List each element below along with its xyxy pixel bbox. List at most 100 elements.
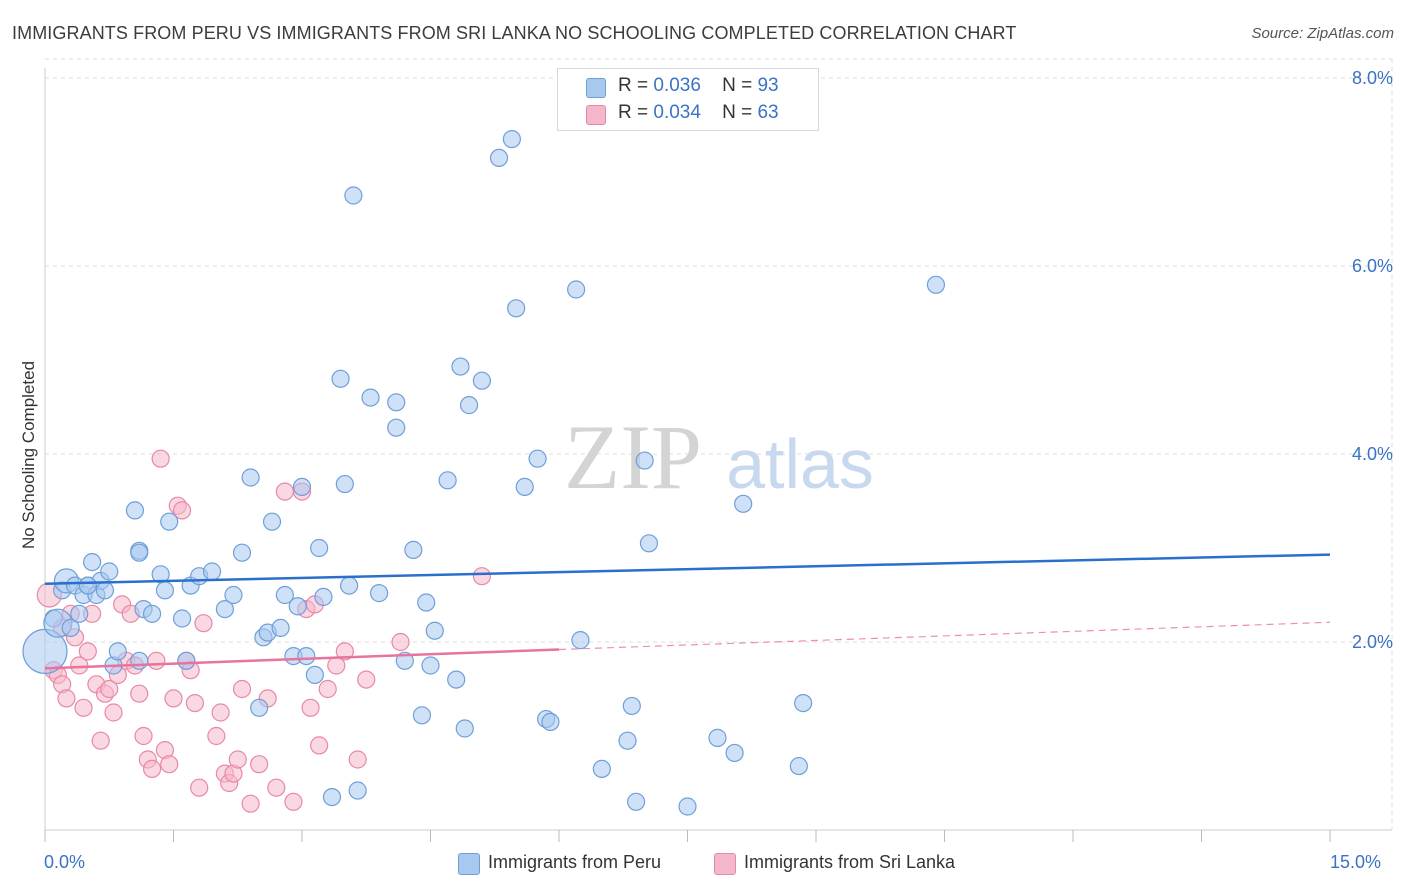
trend-lines	[44, 553, 1331, 670]
peru-point	[95, 581, 115, 600]
legend-peru-r-value: 0.036	[653, 75, 701, 96]
peru-point	[455, 719, 474, 738]
srilanka-point	[104, 703, 123, 722]
peru-point	[618, 731, 637, 750]
peru-point	[425, 621, 444, 640]
srilanka-point	[250, 755, 269, 774]
watermark: ZIP atlas	[564, 406, 874, 508]
y-tick-label-3: 8.0%	[1352, 68, 1393, 88]
peru-point	[275, 585, 294, 605]
legend-srilanka-n-label: N =	[722, 102, 753, 123]
peru-point	[331, 369, 350, 388]
peru-point	[489, 148, 509, 167]
peru-point	[83, 552, 102, 572]
peru-point	[78, 576, 97, 595]
peru-point	[571, 631, 590, 650]
legend-peru-n-label: N =	[722, 75, 753, 96]
peru-point	[310, 538, 329, 558]
srilanka-point	[147, 651, 166, 670]
peru-point	[421, 656, 440, 675]
srilanka-point	[357, 670, 376, 689]
peru-point	[387, 418, 406, 437]
source-label: Source: ZipAtlas.com	[1251, 25, 1394, 42]
peru-point	[507, 299, 526, 318]
peru-point	[472, 371, 491, 390]
peru-point	[417, 593, 436, 612]
peru-point	[202, 562, 222, 581]
srilanka-point	[70, 656, 89, 675]
peru-point	[297, 646, 316, 666]
srilanka-point	[284, 792, 303, 811]
peru-point	[370, 584, 389, 603]
y-tick-label-1: 4.0%	[1352, 444, 1393, 464]
srilanka-point	[301, 698, 320, 717]
peru-point	[515, 477, 534, 496]
srilanka-point	[267, 778, 286, 797]
srilanka-point	[241, 794, 260, 813]
srilanka-point	[194, 614, 213, 633]
peru-point	[635, 451, 654, 470]
peru-point	[215, 599, 234, 619]
srilanka-point	[130, 684, 149, 703]
peru-point	[678, 797, 697, 816]
srilanka-point	[134, 726, 153, 746]
peru-point	[622, 696, 641, 716]
peru-point	[232, 543, 252, 562]
srilanka-point	[185, 693, 205, 713]
srilanka-point	[318, 679, 337, 699]
peru-point	[322, 787, 342, 807]
peru-point	[100, 562, 119, 581]
x-tick-min: 0.0%	[44, 852, 86, 872]
peru-point	[241, 468, 260, 487]
peru-point	[387, 393, 406, 412]
peru-point	[108, 642, 127, 661]
x-tick-max: 15.0%	[1330, 852, 1382, 872]
peru-point	[412, 706, 432, 725]
peru-point	[639, 534, 659, 553]
peru-point	[725, 743, 744, 763]
legend-peru-r-label: R =	[618, 75, 649, 96]
peru-point	[361, 388, 380, 407]
srilanka-point	[391, 632, 410, 652]
srilanka-point	[232, 679, 252, 699]
peru-point	[528, 449, 547, 468]
peru-point	[438, 471, 457, 490]
peru-point	[794, 693, 813, 713]
srilanka-point	[310, 736, 329, 755]
srilanka-point	[172, 501, 192, 520]
peru-point	[130, 651, 149, 670]
srilanka-point	[228, 750, 247, 769]
peru-point	[567, 280, 586, 299]
peru-point	[70, 604, 89, 623]
peru-point	[224, 585, 243, 605]
srilanka-trend-line	[44, 648, 560, 670]
srilanka-point	[160, 755, 179, 774]
bottom-legend-label-srilanka: Immigrants from Sri Lanka	[744, 852, 956, 872]
peru-point	[451, 357, 470, 376]
srilanka-point	[207, 726, 226, 746]
srilanka-point	[151, 449, 170, 468]
peru-point	[288, 597, 307, 616]
srilanka-point	[100, 679, 119, 699]
peru-point	[789, 756, 808, 776]
peru-point	[262, 512, 282, 531]
srilanka-point	[275, 482, 294, 501]
peru-point	[177, 651, 196, 670]
axes	[44, 68, 1392, 842]
peru-point	[340, 576, 359, 595]
srilanka-point	[57, 689, 76, 708]
srilanka-trend-extension	[558, 621, 1331, 651]
legend-swatch-peru	[586, 78, 606, 98]
peru-point	[447, 670, 466, 689]
legend-swatch-srilanka	[586, 105, 606, 125]
srilanka-point	[142, 759, 162, 779]
bottom-legend-label-peru: Immigrants from Peru	[488, 852, 662, 872]
peru-point	[708, 728, 727, 747]
chart-title: IMMIGRANTS FROM PERU VS IMMIGRANTS FROM …	[12, 23, 1017, 43]
peru-point	[125, 501, 145, 520]
srilanka-point	[164, 689, 183, 708]
srilanka-point	[335, 642, 354, 661]
peru-point	[626, 792, 646, 811]
peru-point	[348, 781, 367, 800]
